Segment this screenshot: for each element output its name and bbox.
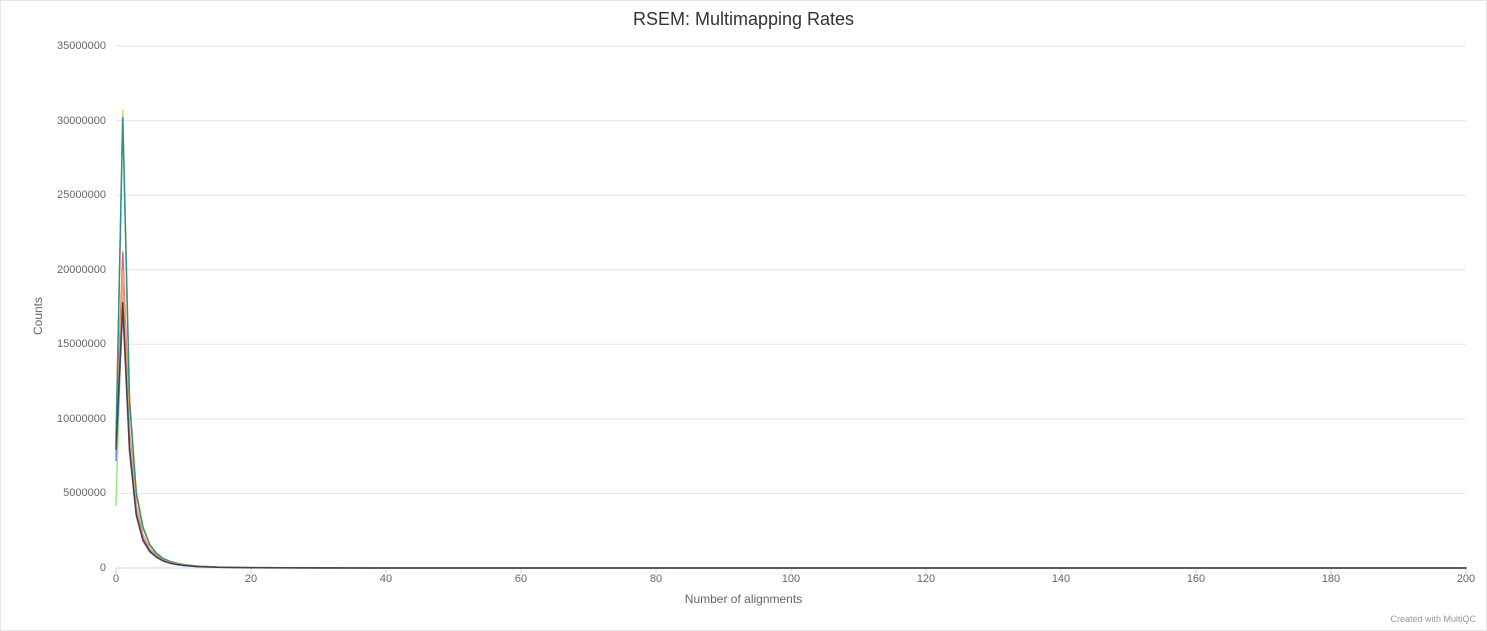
y-tick-label: 5000000 [6,487,106,499]
x-tick-label: 200 [1436,573,1487,585]
series-line[interactable] [116,310,1466,568]
y-tick-label: 35000000 [6,40,106,52]
chart-container: RSEM: Multimapping Rates Counts 0 5000000… [0,0,1487,631]
plot-area[interactable] [116,46,1466,568]
x-tick-label: 120 [896,573,956,585]
credits-label[interactable]: Created with MultiQC [1390,614,1476,624]
series-line[interactable] [116,118,1466,568]
y-axis-title: Counts [31,296,45,334]
x-tick-label: 160 [1166,573,1226,585]
x-tick-label: 180 [1301,573,1361,585]
x-tick-label: 40 [356,573,416,585]
y-tick-label: 25000000 [6,189,106,201]
x-axis-title: Number of alignments [1,592,1486,606]
series-line[interactable] [116,303,1466,568]
x-tick-label: 20 [221,573,281,585]
series-line[interactable] [116,277,1466,568]
x-tick-label: 80 [626,573,686,585]
y-tick-label: 15000000 [6,338,106,350]
series-line[interactable] [116,252,1466,568]
y-tick-label: 20000000 [6,264,106,276]
y-tick-label: 30000000 [6,115,106,127]
series-line[interactable] [116,110,1466,568]
plot-svg [116,46,1466,568]
x-tick-label: 0 [86,573,146,585]
x-tick-label: 100 [761,573,821,585]
x-tick-label: 60 [491,573,551,585]
x-tick-label: 140 [1031,573,1091,585]
y-tick-label: 10000000 [6,413,106,425]
chart-title: RSEM: Multimapping Rates [1,9,1486,30]
series-line[interactable] [116,285,1466,568]
